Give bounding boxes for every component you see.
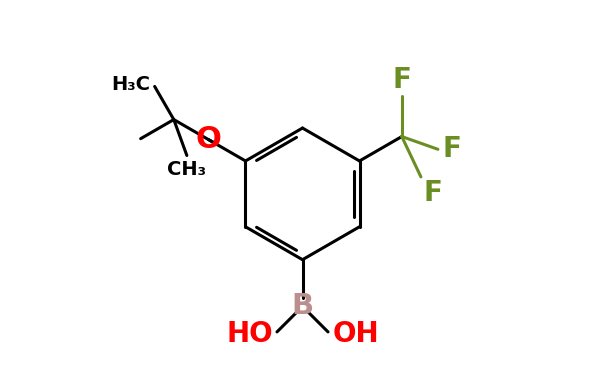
Text: F: F — [442, 135, 461, 163]
Text: F: F — [423, 179, 442, 207]
Text: F: F — [393, 66, 411, 94]
Text: HO: HO — [226, 320, 273, 348]
Text: H₃C: H₃C — [111, 75, 151, 94]
Text: O: O — [196, 125, 221, 154]
Text: B: B — [292, 292, 313, 320]
Text: OH: OH — [332, 320, 379, 348]
Text: CH₃: CH₃ — [168, 160, 206, 179]
